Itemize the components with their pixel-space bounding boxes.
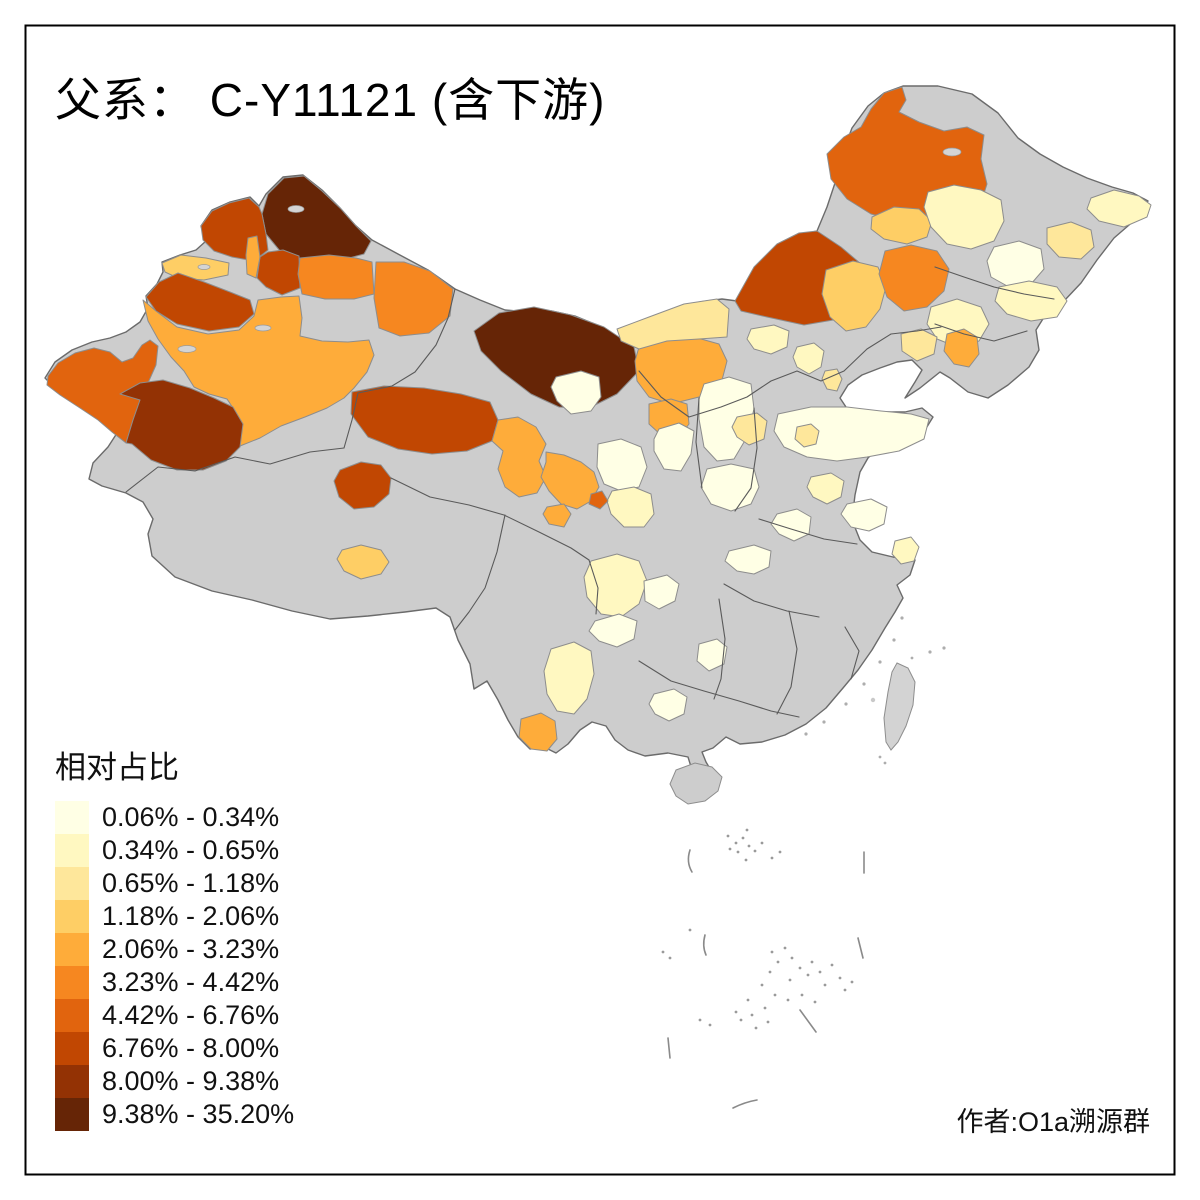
region[interactable] bbox=[142, 295, 375, 451]
attribution-text: 作者:O1a溯源群 bbox=[956, 1107, 1150, 1137]
region[interactable] bbox=[540, 451, 600, 510]
region[interactable] bbox=[746, 324, 790, 355]
region[interactable] bbox=[696, 638, 728, 672]
legend-row: 3.23% - 4.42% bbox=[55, 966, 294, 999]
region[interactable] bbox=[943, 328, 980, 368]
legend-label: 0.65% - 1.18% bbox=[102, 868, 280, 898]
region[interactable] bbox=[336, 544, 390, 580]
legend-swatch bbox=[55, 1032, 89, 1065]
region[interactable] bbox=[840, 498, 888, 532]
region-layer bbox=[46, 86, 1152, 752]
lake bbox=[942, 147, 962, 157]
region[interactable] bbox=[297, 254, 375, 300]
legend-swatch bbox=[55, 867, 89, 900]
legend-swatch bbox=[55, 834, 89, 867]
region[interactable] bbox=[1046, 221, 1095, 260]
legend-label: 1.18% - 2.06% bbox=[102, 901, 280, 931]
region[interactable] bbox=[878, 244, 950, 312]
region[interactable] bbox=[1086, 189, 1152, 228]
region[interactable] bbox=[700, 463, 760, 512]
region[interactable] bbox=[773, 406, 930, 462]
region[interactable] bbox=[653, 422, 695, 472]
region[interactable] bbox=[724, 544, 772, 575]
legend-swatch bbox=[55, 966, 89, 999]
penghu-island bbox=[870, 697, 876, 703]
taiwan-island bbox=[883, 662, 916, 751]
region[interactable] bbox=[923, 184, 1005, 250]
hainan-island bbox=[669, 762, 723, 805]
sea-boundary-dashes bbox=[667, 849, 865, 1109]
region[interactable] bbox=[333, 461, 392, 510]
region[interactable] bbox=[870, 206, 933, 245]
lake bbox=[197, 264, 211, 270]
legend-swatch bbox=[55, 1098, 89, 1131]
region[interactable] bbox=[643, 574, 680, 610]
region[interactable] bbox=[648, 688, 688, 722]
region[interactable] bbox=[588, 613, 638, 648]
region[interactable] bbox=[616, 298, 730, 350]
legend-swatch bbox=[55, 999, 89, 1032]
legend-row: 0.06% - 0.34% bbox=[55, 801, 294, 834]
legend-row: 0.34% - 0.65% bbox=[55, 834, 294, 867]
legend-label: 3.23% - 4.42% bbox=[102, 967, 280, 997]
region[interactable] bbox=[261, 175, 372, 263]
region[interactable] bbox=[373, 261, 454, 337]
legend-row: 4.42% - 6.76% bbox=[55, 999, 294, 1032]
legend-label: 0.06% - 0.34% bbox=[102, 802, 280, 832]
legend-row: 1.18% - 2.06% bbox=[55, 900, 294, 933]
region[interactable] bbox=[821, 260, 887, 332]
legend-swatch bbox=[55, 801, 89, 834]
region[interactable] bbox=[119, 379, 244, 471]
legend-row: 9.38% - 35.20% bbox=[55, 1098, 294, 1131]
lake bbox=[287, 205, 305, 213]
region[interactable] bbox=[596, 438, 648, 492]
region[interactable] bbox=[46, 339, 159, 444]
legend-row: 8.00% - 9.38% bbox=[55, 1065, 294, 1098]
legend-label: 8.00% - 9.38% bbox=[102, 1066, 280, 1096]
legend-swatch bbox=[55, 933, 89, 966]
region[interactable] bbox=[518, 712, 558, 752]
lake bbox=[177, 345, 197, 353]
region[interactable] bbox=[588, 490, 609, 510]
region[interactable] bbox=[794, 423, 820, 448]
legend-title: 相对占比 bbox=[55, 750, 179, 785]
page-title: 父系： C-Y11121 (含下游) bbox=[55, 74, 606, 126]
province-borders bbox=[125, 266, 1055, 718]
region[interactable] bbox=[891, 536, 920, 565]
legend-swatch bbox=[55, 900, 89, 933]
region[interactable] bbox=[806, 472, 845, 505]
region[interactable] bbox=[543, 641, 595, 715]
region[interactable] bbox=[256, 249, 301, 296]
region[interactable] bbox=[606, 486, 655, 528]
map-legend: 相对占比 0.06% - 0.34% 0.34% - 0.65% 0.65% -… bbox=[55, 742, 294, 1131]
lakes-layer bbox=[177, 147, 962, 353]
coastal-islets bbox=[804, 616, 946, 765]
region[interactable] bbox=[900, 328, 938, 362]
legend-label: 6.76% - 8.00% bbox=[102, 1033, 280, 1063]
legend-label: 9.38% - 35.20% bbox=[102, 1099, 295, 1129]
plot-frame bbox=[24, 24, 1176, 1176]
south-china-sea-islands bbox=[661, 828, 854, 1030]
region[interactable] bbox=[698, 376, 755, 462]
region[interactable] bbox=[145, 272, 255, 332]
region[interactable] bbox=[245, 235, 261, 279]
legend-row: 2.06% - 3.23% bbox=[55, 933, 294, 966]
region[interactable] bbox=[491, 416, 547, 498]
region[interactable] bbox=[542, 503, 572, 528]
legend-swatch bbox=[55, 1065, 89, 1098]
region[interactable] bbox=[550, 370, 602, 415]
lake bbox=[254, 324, 272, 332]
legend-label: 0.34% - 0.65% bbox=[102, 835, 280, 865]
region[interactable] bbox=[583, 553, 648, 618]
legend-row: 6.76% - 8.00% bbox=[55, 1032, 294, 1065]
legend-row: 0.65% - 1.18% bbox=[55, 867, 294, 900]
legend-label: 4.42% - 6.76% bbox=[102, 1000, 280, 1030]
region[interactable] bbox=[770, 508, 812, 542]
region[interactable] bbox=[792, 342, 825, 375]
legend-label: 2.06% - 3.23% bbox=[102, 934, 280, 964]
